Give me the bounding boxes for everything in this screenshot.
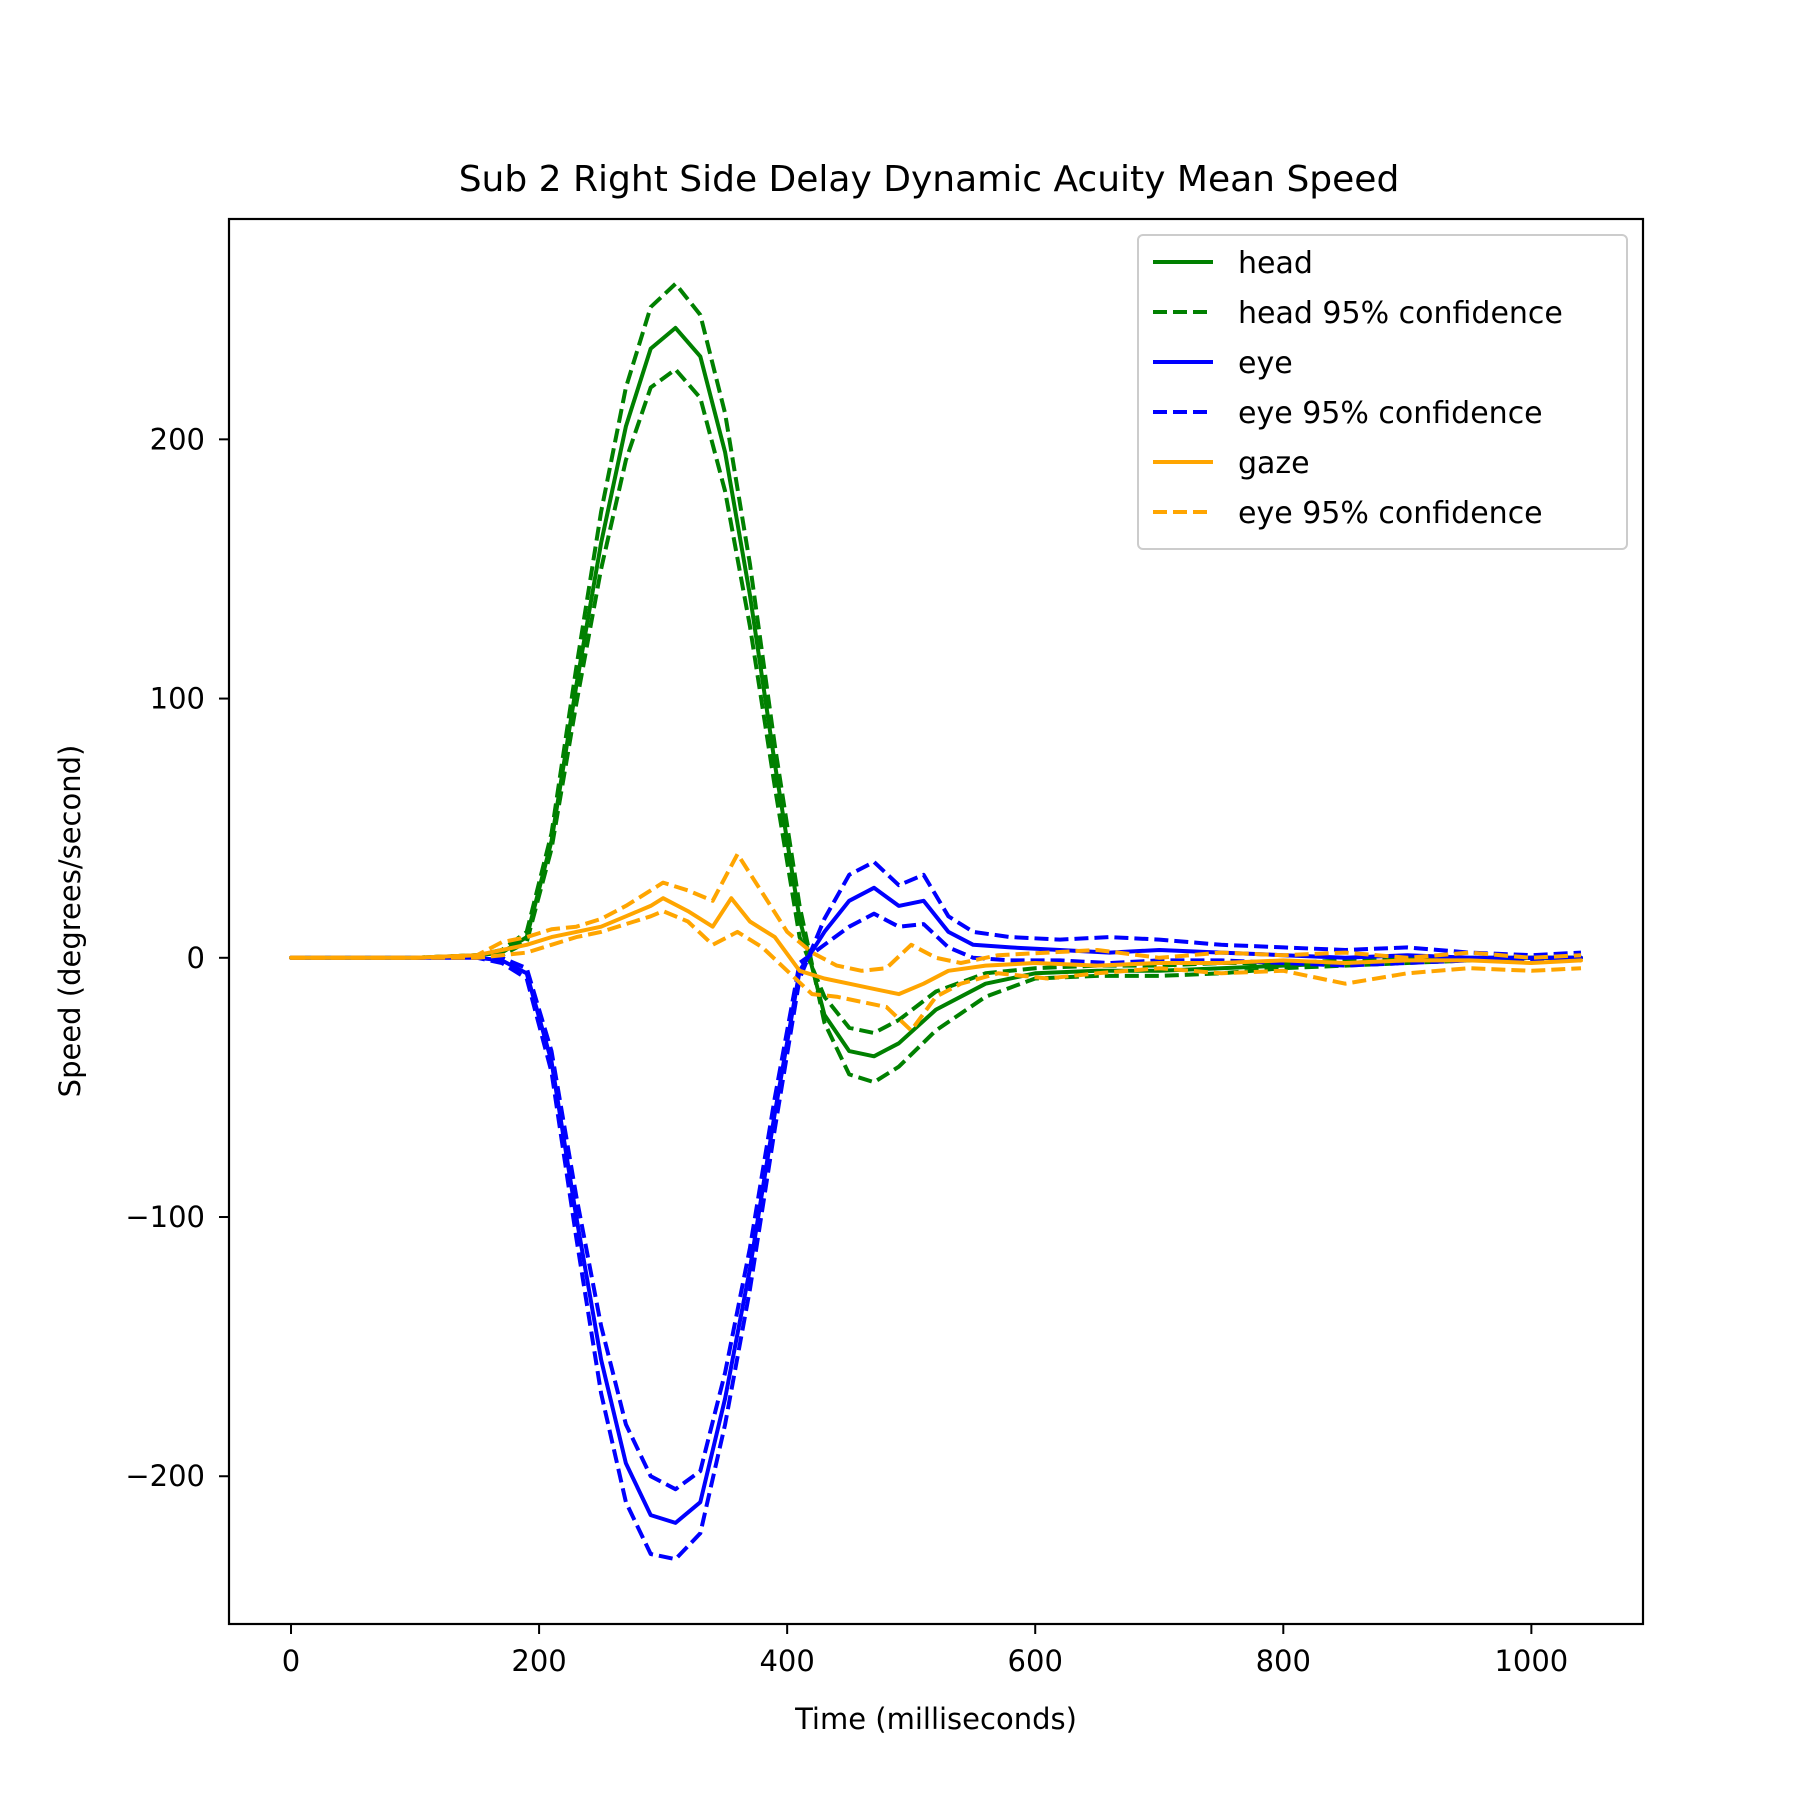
x-tick-label: 800 (1256, 1644, 1311, 1678)
x-axis: 0 200 400 600 800 1000 (282, 1624, 1568, 1678)
y-tick-label: −100 (125, 1200, 205, 1234)
y-tick-label: 0 (187, 941, 205, 975)
x-tick-label: 400 (759, 1644, 814, 1678)
eye-95-confidence-line (291, 852, 1582, 973)
y-axis-label: Speed (degrees/second) (53, 745, 87, 1098)
gaze-line (289, 896, 1583, 997)
y-tick-label: −200 (125, 1459, 205, 1493)
x-tick-label: 0 (282, 1644, 300, 1678)
x-axis-label: Time (milliseconds) (794, 1702, 1077, 1736)
y-axis: −200 −100 0 100 200 (125, 422, 229, 1493)
legend-label: eye (1238, 346, 1293, 381)
legend-items: head head 95% confidence eye eye 95% confid… (1153, 246, 1563, 531)
series-8-line (291, 909, 1582, 1033)
series-layer (289, 281, 1583, 1562)
x-tick-label: 1000 (1494, 1644, 1568, 1678)
legend-label: head (1238, 246, 1313, 281)
legend-label: eye 95% confidence (1238, 496, 1543, 531)
head-95-confidence-line (291, 281, 1581, 1085)
y-tick-label: 100 (150, 682, 205, 716)
x-tick-label: 200 (511, 1644, 566, 1678)
y-tick-label: 200 (150, 422, 205, 456)
plot-frame (227, 217, 1645, 1626)
eye-95-confidence-line (291, 859, 1582, 1562)
legend-box (1137, 234, 1628, 550)
legend-label: eye 95% confidence (1238, 396, 1543, 431)
chart-title: Sub 2 Right Side Delay Dynamic Acuity Me… (459, 159, 1400, 200)
legend-label: head 95% confidence (1238, 296, 1563, 331)
plot-area (227, 217, 1645, 1626)
x-tick-label: 600 (1008, 1644, 1063, 1678)
legend-label: gaze (1238, 446, 1310, 481)
legend: head head 95% confidence eye eye 95% confid… (1137, 234, 1628, 550)
